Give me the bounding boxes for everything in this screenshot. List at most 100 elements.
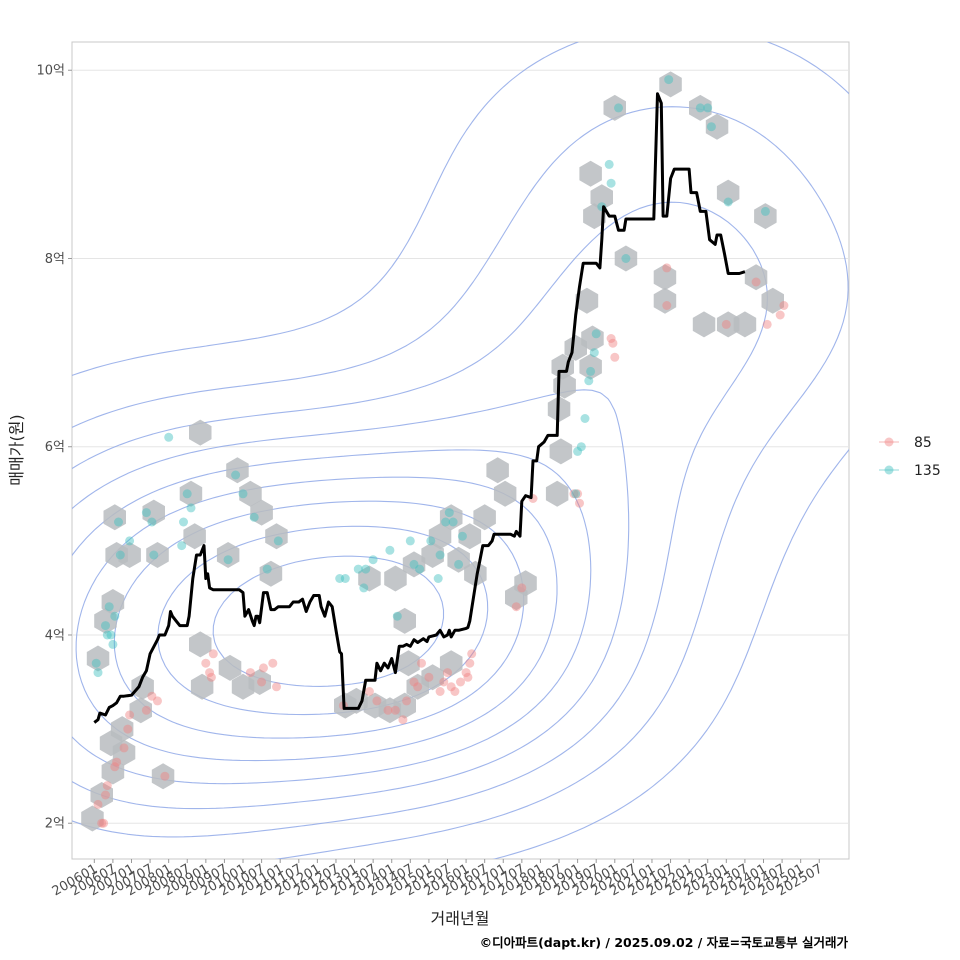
y-axis-title: 매매가(원): [7, 414, 26, 485]
hexbin: [358, 565, 381, 592]
legend-item-135: 135: [879, 463, 941, 479]
median-line-layer: [93, 92, 746, 724]
point-135: [179, 517, 188, 527]
hexbin: [94, 607, 117, 634]
point-135: [273, 536, 283, 546]
hexbin: [101, 589, 125, 615]
hexbin: [118, 542, 141, 568]
point-135: [149, 550, 159, 560]
hexbin: [265, 523, 288, 550]
legend-key-point-135: [884, 465, 894, 475]
point-135: [262, 564, 272, 574]
y-tick-label: 6억: [45, 440, 65, 455]
hexbin: [545, 480, 569, 507]
hexbin-layer: [81, 71, 784, 832]
point-135: [335, 574, 345, 583]
x-axis: 2006012006072007012007072008012008072009…: [50, 859, 825, 899]
point-135: [104, 602, 114, 612]
hexbin: [250, 499, 273, 526]
hexbin: [486, 457, 509, 484]
hexbin: [421, 542, 444, 568]
hexbin: [179, 480, 203, 507]
hexbin: [146, 542, 169, 568]
point-135: [361, 564, 371, 574]
point-85: [517, 583, 527, 593]
point-135: [586, 366, 596, 376]
hexbin: [579, 160, 602, 187]
density-contour: [157, 525, 489, 716]
point-85: [245, 668, 255, 678]
point-85: [721, 319, 731, 329]
hexbin: [101, 758, 125, 785]
hexbin: [384, 565, 407, 592]
point-135: [177, 541, 187, 551]
point-85: [608, 338, 618, 348]
legend-label-135: 135: [914, 463, 941, 479]
point-135: [571, 489, 581, 499]
point-85: [259, 663, 268, 673]
point-135: [435, 550, 445, 560]
y-tick-label: 10억: [36, 64, 65, 79]
point-85: [751, 277, 761, 287]
point-135: [573, 446, 583, 456]
point-135: [353, 564, 363, 574]
point-85: [450, 687, 460, 696]
point-135: [147, 517, 157, 527]
point-85: [456, 677, 465, 687]
point-85: [153, 696, 162, 706]
point-85: [125, 710, 135, 720]
point-85: [102, 781, 112, 791]
hexbin: [393, 607, 416, 634]
point-85: [606, 334, 616, 343]
hexbin: [90, 782, 113, 808]
hexbin: [216, 542, 240, 568]
point-135: [110, 611, 120, 621]
point-135: [101, 621, 110, 631]
point-85: [575, 498, 584, 508]
hexbin: [259, 560, 283, 587]
hexbin: [248, 669, 271, 695]
hexbin: [131, 673, 154, 700]
point-135: [448, 517, 458, 527]
point-85: [268, 658, 278, 668]
point-85: [99, 818, 109, 828]
hexbin: [579, 353, 602, 380]
point-135: [125, 536, 135, 546]
point-85: [779, 301, 789, 310]
point-135: [433, 574, 443, 583]
point-135: [614, 103, 623, 113]
scatter-points: [91, 75, 789, 828]
point-85: [119, 743, 129, 753]
point-135: [368, 555, 378, 565]
legend-item-85: 85: [879, 435, 932, 451]
point-135: [186, 503, 196, 513]
hexbin: [142, 499, 165, 526]
point-85: [439, 677, 449, 687]
density-contour: [72, 42, 849, 859]
point-85: [435, 687, 445, 696]
caption: ©디아파트(dapt.kr) / 2025.09.02 / 자료=국토교통부 실…: [480, 935, 849, 950]
point-135: [108, 639, 118, 649]
hexbin: [151, 763, 175, 790]
point-85: [206, 672, 216, 682]
point-135: [141, 508, 151, 518]
hexbin: [458, 523, 482, 550]
point-135: [576, 442, 586, 452]
point-135: [182, 489, 192, 499]
hexbin: [397, 650, 420, 677]
hexbin: [129, 697, 152, 724]
point-85: [141, 705, 151, 715]
point-85: [402, 696, 412, 706]
hexbin: [575, 287, 599, 314]
hexbin: [514, 570, 537, 597]
hexbin: [183, 523, 206, 550]
hexbin: [393, 692, 416, 719]
point-135: [706, 122, 716, 132]
hexbin: [112, 739, 136, 766]
point-85: [101, 790, 110, 800]
hexbin: [716, 179, 740, 206]
hexbin: [653, 264, 677, 291]
point-135: [91, 658, 101, 668]
hexbin: [421, 664, 444, 691]
point-135: [102, 630, 112, 640]
